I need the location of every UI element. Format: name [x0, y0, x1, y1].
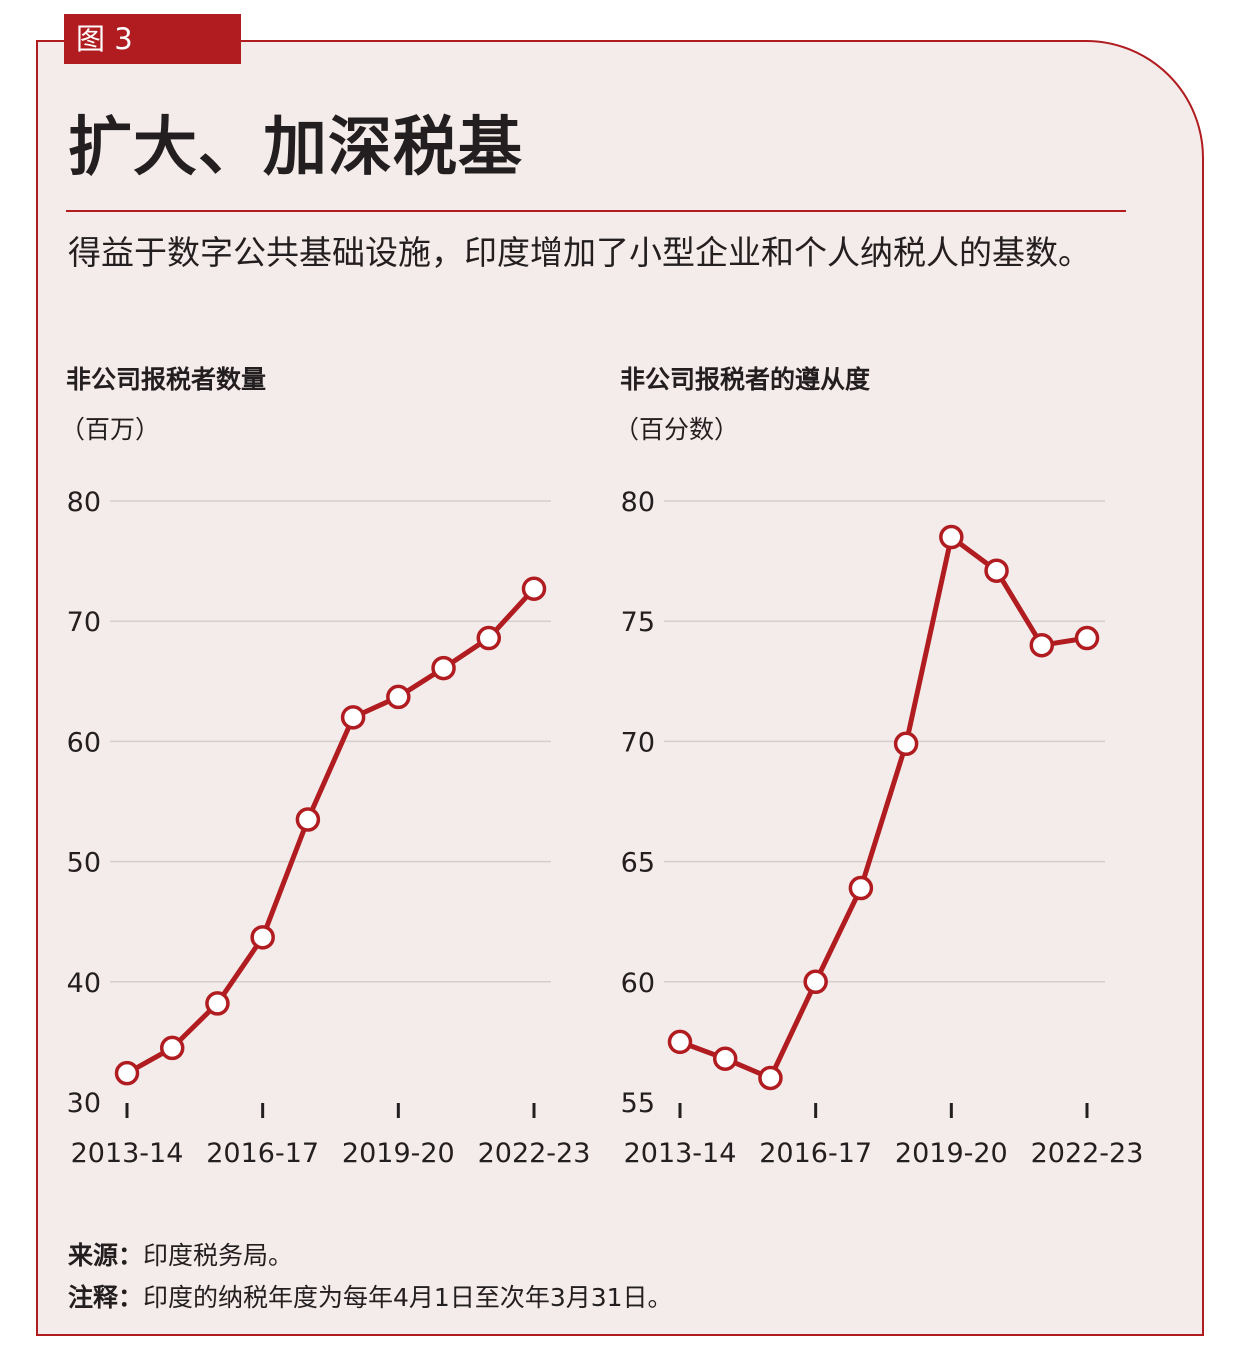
- right-y-tick-label: 75: [621, 607, 655, 638]
- left-data-point: [476, 625, 502, 651]
- right-data-point: [712, 1046, 738, 1071]
- right-y-tick-label: 65: [621, 848, 655, 879]
- right-y-tick-label: 60: [621, 968, 655, 999]
- right-data-point: [1074, 625, 1100, 651]
- left-data-point: [159, 1035, 185, 1061]
- right-y-tick-label: 70: [621, 727, 655, 758]
- figure-card: [36, 40, 1204, 1336]
- right-chart-unit: （百分数）: [614, 415, 740, 444]
- left-data-point: [340, 705, 366, 730]
- right-data-point: [848, 875, 874, 901]
- left-data-point: [114, 1060, 140, 1086]
- left-y-tick-label: 40: [67, 968, 101, 999]
- source-text: 印度税务局。: [143, 1241, 294, 1270]
- left-chart-title: 非公司报税者数量: [66, 365, 267, 394]
- right-data-point: [758, 1065, 783, 1091]
- left-chart-unit: （百万）: [60, 415, 161, 444]
- left-y-tick-label: 30: [67, 1088, 101, 1119]
- figure-title: 扩大、加深税基: [68, 111, 523, 185]
- figure-subtitle: 得益于数字公共基础设施，印度增加了小型企业和个人纳税人的基数。: [68, 233, 1091, 272]
- right-series-line: [679, 534, 1088, 1081]
- left-line-chart: 80 70 60 50 40 30 2013-14 2016-17 2019-20 2022-23: [67, 487, 591, 1169]
- right-y-tick-label: 80: [621, 487, 655, 518]
- left-y-tick-label: 70: [67, 607, 101, 638]
- left-x-tick-label: 2022-23: [478, 1138, 591, 1169]
- left-x-tick-label: 2016-17: [206, 1138, 319, 1169]
- right-data-point: [939, 524, 964, 550]
- right-data-point: [1029, 632, 1055, 658]
- left-series-line: [125, 587, 536, 1076]
- note-text: 印度的纳税年度为每年4月1日至次年3月31日。: [143, 1283, 673, 1312]
- title-divider: [66, 210, 1126, 212]
- left-data-point: [521, 576, 547, 601]
- right-data-point: [667, 1029, 693, 1055]
- left-y-tick-label: 50: [67, 848, 101, 879]
- figure-tag: 图 3: [64, 14, 241, 64]
- left-data-point: [250, 925, 275, 950]
- left-x-tick-label: 2013-14: [71, 1138, 184, 1169]
- right-x-tick-label: 2019-20: [895, 1138, 1008, 1169]
- left-y-tick-label: 60: [67, 727, 101, 758]
- right-chart-title: 非公司报税者的遵从度: [620, 365, 871, 394]
- source-note: 来源：印度税务局。: [68, 1238, 293, 1274]
- left-y-tick-label: 80: [67, 487, 101, 518]
- left-x-tick-label: 2019-20: [342, 1138, 455, 1169]
- left-data-point: [295, 807, 321, 832]
- right-x-tick-label: 2022-23: [1031, 1138, 1144, 1169]
- left-data-point: [431, 655, 456, 681]
- right-x-tick-label: 2013-14: [624, 1138, 737, 1169]
- right-line-chart: 80 75 70 65 60 55 2013-14 2016-17 2019-20 2022-23: [621, 487, 1144, 1169]
- right-y-tick-label: 55: [621, 1088, 655, 1119]
- source-label: 来源：: [68, 1241, 144, 1270]
- right-x-tick-label: 2016-17: [759, 1138, 872, 1169]
- right-data-point: [803, 969, 828, 995]
- left-data-point: [205, 991, 230, 1016]
- right-data-point: [984, 558, 1009, 583]
- left-data-point: [386, 684, 411, 710]
- footnote: 注释：印度的纳税年度为每年4月1日至次年3月31日。: [68, 1280, 673, 1316]
- note-label: 注释：: [68, 1283, 144, 1312]
- right-data-point: [893, 731, 919, 757]
